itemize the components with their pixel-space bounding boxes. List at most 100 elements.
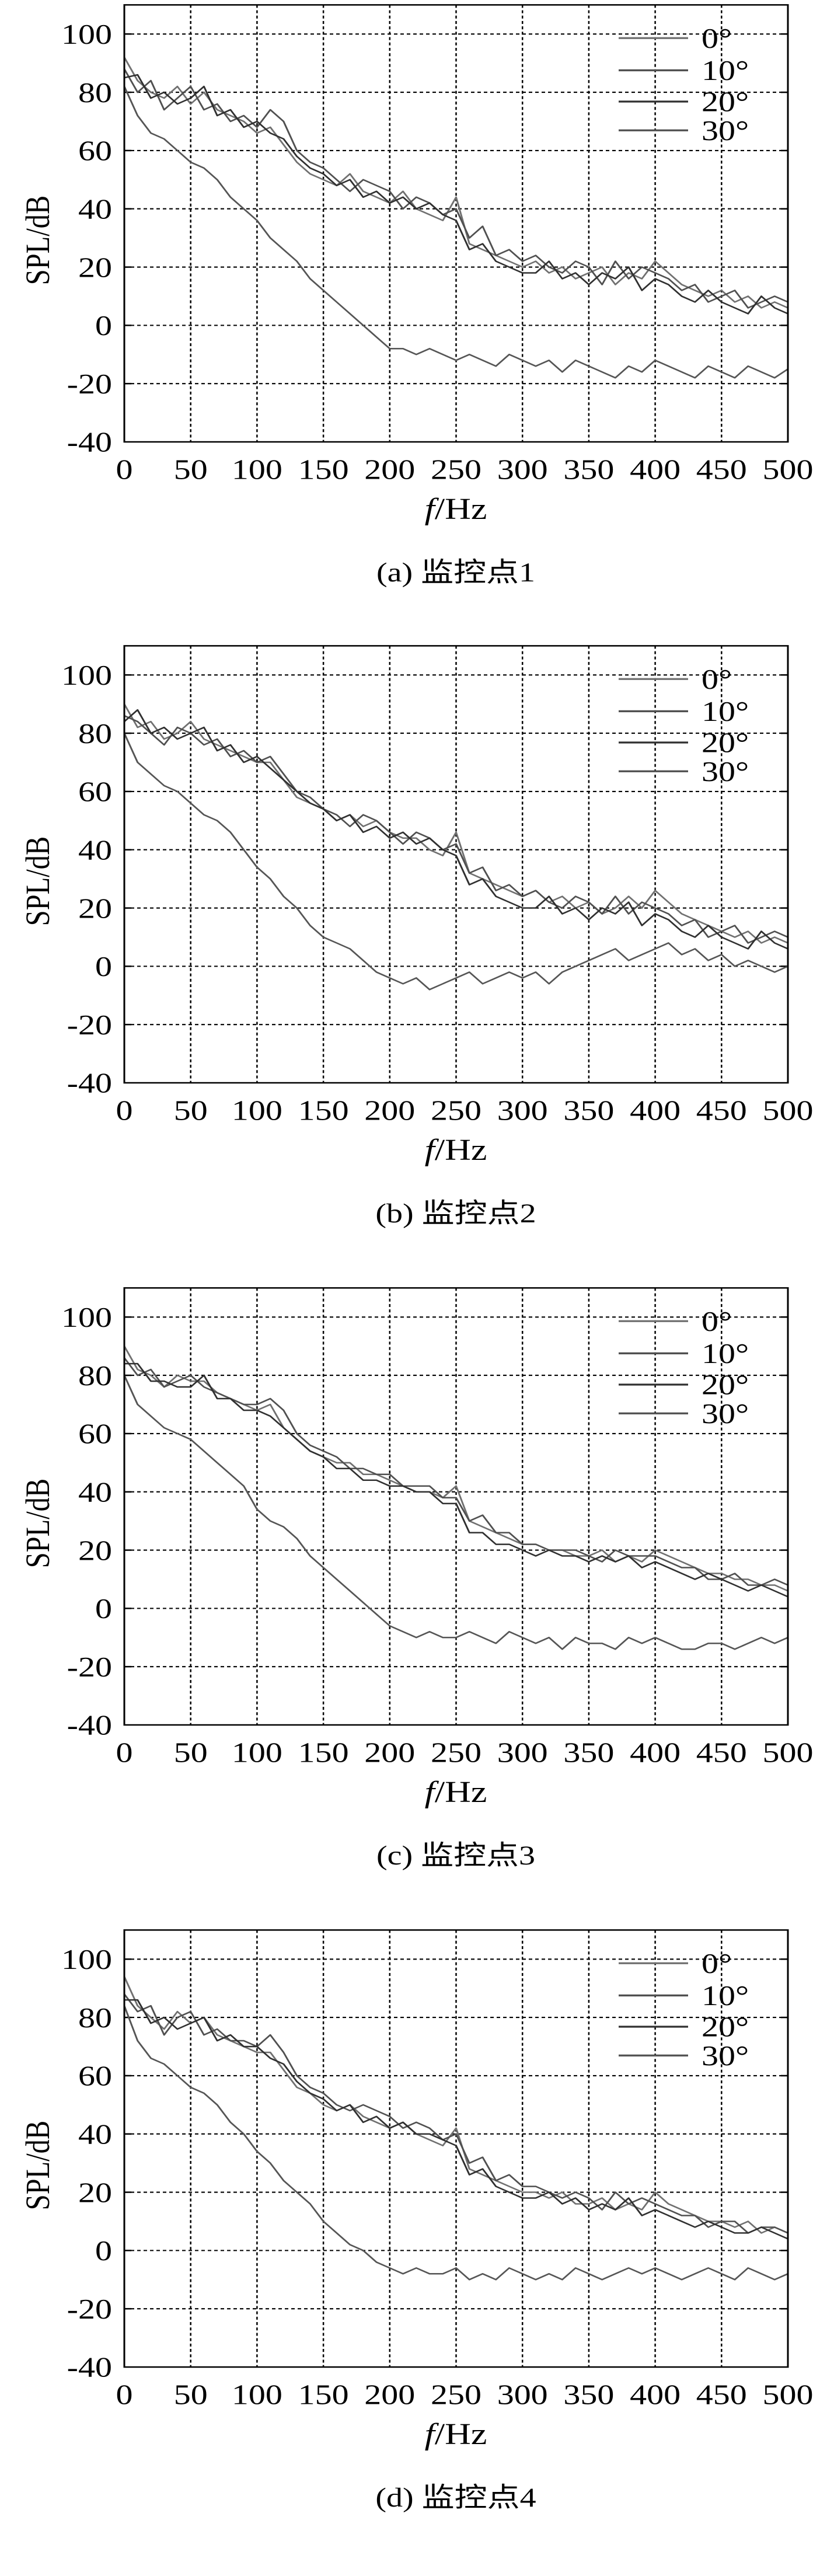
- y-tick-label: -20: [67, 1009, 112, 1040]
- x-tick-label: 0: [116, 454, 132, 485]
- x-tick-label: 350: [563, 1737, 614, 1768]
- x-tick-label: 200: [364, 1094, 415, 1126]
- x-tick-label: 250: [431, 2379, 481, 2410]
- legend-label: 0°: [702, 1305, 732, 1337]
- y-tick-label: 80: [78, 1360, 112, 1391]
- x-tick-label: 0: [116, 2379, 132, 2410]
- series-line-1: [124, 1357, 788, 1586]
- y-tick-label: 100: [61, 1301, 112, 1333]
- y-tick-label: 20: [78, 252, 112, 283]
- spl-chart: 0 50 100 150 200 250 300 350 400 450 500 -40 -20 0 20 4…: [19, 4, 814, 588]
- y-tick-label: 60: [78, 1418, 112, 1449]
- x-tick-label: 250: [431, 454, 481, 485]
- x-tick-label: 100: [232, 1094, 282, 1126]
- figure-caption: (b) 监控点2: [375, 1198, 536, 1229]
- chart-panel: 0 50 100 150 200 250 300 350 400 450 500 -40 -20 0 20 4…: [0, 0, 827, 648]
- plot-frame: [123, 645, 789, 1084]
- legend-label: 20°: [702, 727, 749, 758]
- plot-frame: [123, 4, 789, 443]
- x-tick-label: 300: [497, 454, 548, 485]
- legend-label: 30°: [702, 115, 749, 147]
- x-tick-label: 350: [563, 1094, 614, 1126]
- x-tick-label: 350: [563, 454, 614, 485]
- y-tick-label: -20: [67, 1651, 112, 1682]
- series-line-2: [124, 709, 788, 950]
- series-line-3: [124, 733, 788, 991]
- x-tick-label: 500: [763, 2379, 814, 2410]
- x-tick-label: 200: [364, 454, 415, 485]
- y-tick-label: 80: [78, 717, 112, 749]
- y-tick-label: 100: [61, 659, 112, 691]
- series-line-1: [124, 715, 788, 944]
- x-tick-label: 200: [364, 2379, 415, 2410]
- figure-caption: (d) 监控点4: [375, 2483, 536, 2513]
- y-tick-label: 40: [78, 1476, 112, 1508]
- y-tick-label: 60: [78, 2060, 112, 2092]
- y-tick-label: 100: [61, 18, 112, 50]
- legend-label: 10°: [702, 1338, 749, 1369]
- legend-label: 30°: [702, 2040, 749, 2072]
- legend-label: 0°: [702, 22, 732, 54]
- series-line-0: [124, 1976, 788, 2234]
- x-tick-label: 150: [298, 1094, 349, 1126]
- y-tick-label: 0: [95, 2235, 112, 2267]
- plot-frame: [123, 1287, 789, 1726]
- spl-chart: 0 50 100 150 200 250 300 350 400 450 500 -40 -20 0 20 4…: [19, 1287, 813, 1871]
- x-tick-label: 150: [298, 454, 349, 485]
- x-axis-label-unit: /Hz: [435, 2418, 487, 2451]
- series-line-3: [124, 86, 788, 379]
- x-tick-label: 0: [116, 1737, 132, 1768]
- y-tick-label: 40: [78, 834, 112, 866]
- legend-label: 20°: [702, 86, 749, 117]
- series-line-0: [124, 57, 788, 309]
- series-line-1: [124, 68, 788, 309]
- x-axis-label-unit: /Hz: [435, 1776, 487, 1809]
- y-tick-label: 0: [95, 310, 112, 341]
- legend-label: 10°: [702, 1980, 749, 2012]
- figure-caption: (c) 监控点3: [376, 1841, 535, 1871]
- x-tick-label: 450: [696, 1737, 747, 1768]
- legend-label: 30°: [702, 1398, 749, 1430]
- x-tick-label: 250: [431, 1094, 481, 1126]
- series-line-1: [124, 1993, 788, 2234]
- x-tick-label: 400: [630, 2379, 681, 2410]
- series-line-2: [124, 1362, 788, 1598]
- x-tick-label: 500: [763, 454, 814, 485]
- x-axis-label: f/Hz: [425, 1776, 487, 1809]
- y-tick-label: 0: [95, 951, 112, 982]
- y-tick-label: 20: [78, 1535, 112, 1566]
- figure-caption: (a) 监控点1: [376, 557, 535, 588]
- spl-chart: 0 50 100 150 200 250 300 350 400 450 500 -40 -20 0 20 4…: [19, 1929, 814, 2513]
- y-tick-label: 40: [78, 2118, 112, 2150]
- y-tick-label: 80: [78, 76, 112, 108]
- y-axis-label: SPL/dB: [19, 2121, 57, 2211]
- x-tick-label: 250: [431, 1737, 481, 1768]
- x-axis-label: f/Hz: [425, 493, 487, 526]
- x-tick-label: 150: [298, 2379, 349, 2410]
- y-tick-label: -20: [67, 368, 112, 399]
- x-tick-label: 50: [174, 1094, 208, 1126]
- legend-label: 30°: [702, 756, 749, 787]
- chart-panel: 0 50 100 150 200 250 300 350 400 450 500 -40 -20 0 20 4…: [0, 1283, 827, 1931]
- x-tick-label: 150: [298, 1737, 349, 1768]
- y-tick-label: 20: [78, 893, 112, 924]
- y-axis-label: SPL/dB: [19, 1479, 57, 1568]
- x-tick-label: 400: [630, 454, 681, 485]
- y-tick-label: 60: [78, 135, 112, 166]
- x-tick-label: 450: [696, 2379, 747, 2410]
- legend-label: 20°: [702, 1369, 749, 1400]
- plot-frame: [123, 1929, 789, 2368]
- x-tick-label: 0: [116, 1094, 132, 1126]
- series-line-2: [124, 1999, 788, 2240]
- x-tick-label: 300: [497, 2379, 548, 2410]
- x-tick-label: 350: [563, 2379, 614, 2410]
- y-tick-label: 20: [78, 2177, 112, 2208]
- chart-panel: 0 50 100 150 200 250 300 350 400 450 500 -40 -20 0 20 4…: [0, 1925, 827, 2573]
- x-tick-label: 400: [630, 1737, 681, 1768]
- y-tick-label: -40: [67, 2351, 112, 2383]
- series-line-3: [124, 1375, 788, 1650]
- y-tick-label: 40: [78, 193, 112, 225]
- x-tick-label: 450: [696, 1094, 747, 1126]
- x-axis-label-unit: /Hz: [435, 493, 487, 526]
- x-tick-label: 400: [630, 1094, 681, 1126]
